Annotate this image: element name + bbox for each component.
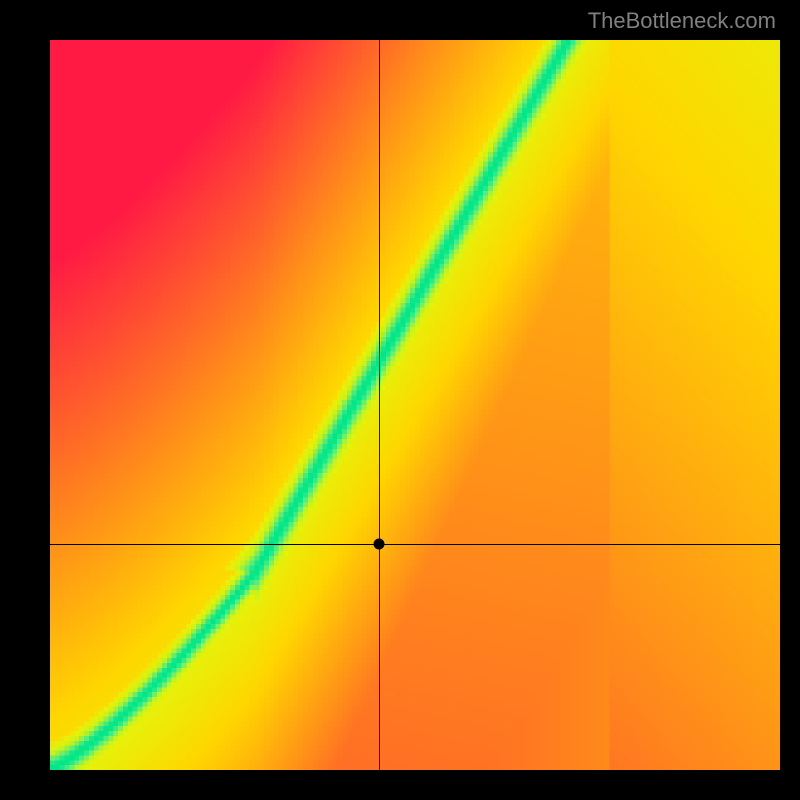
crosshair-vertical [379, 40, 380, 770]
watermark-text: TheBottleneck.com [588, 8, 776, 34]
marker-dot [373, 538, 384, 549]
heatmap-canvas [50, 40, 780, 770]
crosshair-horizontal [50, 544, 780, 545]
chart-container: TheBottleneck.com [0, 0, 800, 800]
plot-area [50, 40, 780, 770]
